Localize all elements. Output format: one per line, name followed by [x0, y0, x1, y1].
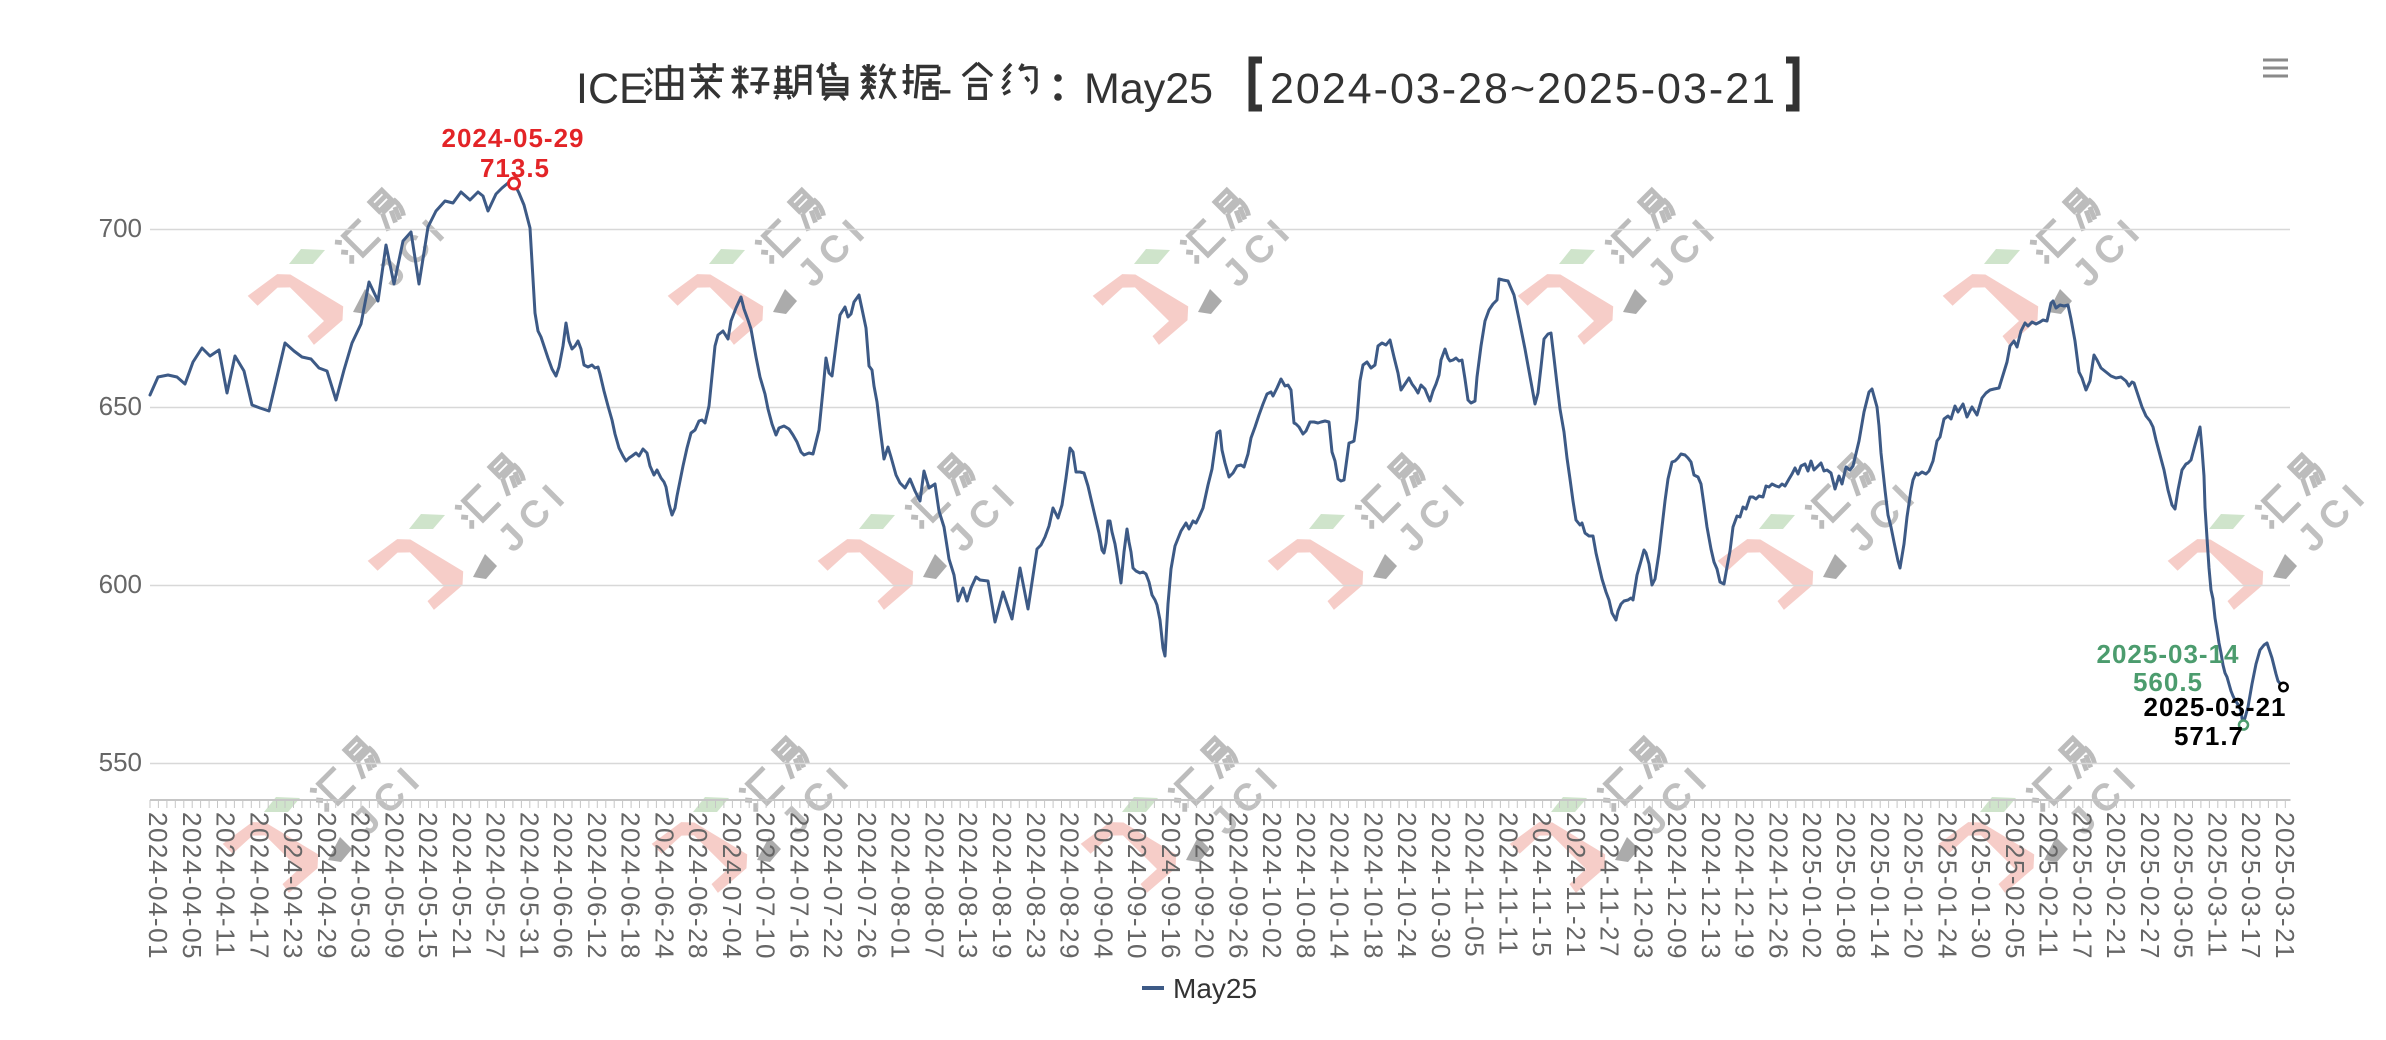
svg-text:2024-12-03: 2024-12-03 — [1628, 812, 1658, 960]
svg-text:2025-01-08: 2025-01-08 — [1831, 812, 1861, 960]
svg-text:2024-06-12: 2024-06-12 — [582, 812, 612, 960]
svg-text:700: 700 — [99, 213, 142, 243]
svg-text:2025-02-17: 2025-02-17 — [2067, 812, 2097, 960]
svg-text:2025-03-14: 2025-03-14 — [2097, 639, 2240, 669]
svg-text:2024-04-17: 2024-04-17 — [244, 812, 274, 960]
svg-text:2024-04-29: 2024-04-29 — [312, 812, 342, 960]
svg-text:-: - — [938, 65, 952, 113]
svg-text:2024-06-24: 2024-06-24 — [649, 812, 679, 960]
svg-text:2024-05-03: 2024-05-03 — [346, 812, 376, 960]
svg-text:2025-01-02: 2025-01-02 — [1797, 812, 1827, 960]
svg-text:2024-03-28~2025-03-21: 2024-03-28~2025-03-21 — [1270, 65, 1777, 113]
svg-text:2025-02-27: 2025-02-27 — [2135, 812, 2165, 960]
svg-text:May25: May25 — [1173, 973, 1257, 1004]
svg-text:May25: May25 — [1084, 65, 1213, 113]
svg-text:2025-02-11: 2025-02-11 — [2034, 812, 2064, 958]
svg-text:2024-10-02: 2024-10-02 — [1257, 812, 1287, 960]
svg-text:560.5: 560.5 — [2133, 667, 2203, 697]
svg-text:2024-11-15: 2024-11-15 — [1527, 812, 1557, 958]
svg-text:2024-11-11: 2024-11-11 — [1493, 812, 1523, 956]
svg-text:2025-02-05: 2025-02-05 — [2000, 812, 2030, 960]
svg-text:2024-09-10: 2024-09-10 — [1122, 812, 1152, 960]
svg-text:2024-04-05: 2024-04-05 — [177, 812, 207, 960]
svg-text:2024-05-15: 2024-05-15 — [413, 812, 443, 960]
svg-text:2024-08-13: 2024-08-13 — [953, 812, 983, 960]
svg-text:2025-03-17: 2025-03-17 — [2236, 812, 2266, 960]
svg-text:2024-12-26: 2024-12-26 — [1764, 812, 1794, 960]
svg-text:550: 550 — [99, 747, 142, 777]
svg-text:2024-09-20: 2024-09-20 — [1190, 812, 1220, 960]
svg-text:2024-10-18: 2024-10-18 — [1358, 812, 1388, 960]
svg-text:2024-11-27: 2024-11-27 — [1595, 812, 1625, 958]
svg-text:2024-04-11: 2024-04-11 — [211, 812, 241, 958]
svg-text:2024-08-07: 2024-08-07 — [920, 812, 950, 960]
svg-text:2025-03-21: 2025-03-21 — [2270, 812, 2300, 960]
svg-text:2024-04-01: 2024-04-01 — [143, 812, 173, 960]
svg-text:2025-01-30: 2025-01-30 — [1966, 812, 1996, 960]
svg-text:2024-05-31: 2024-05-31 — [514, 812, 544, 960]
svg-text:2024-09-16: 2024-09-16 — [1156, 812, 1186, 960]
svg-text:713.5: 713.5 — [480, 153, 550, 183]
svg-text:2024-10-08: 2024-10-08 — [1291, 812, 1321, 960]
svg-text:2024-06-18: 2024-06-18 — [616, 812, 646, 960]
svg-text:2025-01-14: 2025-01-14 — [1865, 812, 1895, 960]
svg-text:2024-08-29: 2024-08-29 — [1055, 812, 1085, 960]
svg-text:571.7: 571.7 — [2174, 721, 2244, 751]
svg-text:2024-07-22: 2024-07-22 — [818, 812, 848, 960]
svg-text:ICE: ICE — [576, 65, 648, 113]
svg-text:2024-11-21: 2024-11-21 — [1561, 812, 1591, 958]
svg-text:2024-07-04: 2024-07-04 — [717, 812, 747, 960]
svg-text:2024-04-23: 2024-04-23 — [278, 812, 308, 960]
svg-text:600: 600 — [99, 569, 142, 599]
svg-text:2024-06-28: 2024-06-28 — [683, 812, 713, 960]
svg-text:2024-08-01: 2024-08-01 — [886, 812, 916, 960]
svg-text:2024-05-29: 2024-05-29 — [442, 123, 585, 153]
svg-text:2024-12-09: 2024-12-09 — [1662, 812, 1692, 960]
svg-text:2024-05-09: 2024-05-09 — [379, 812, 409, 960]
svg-text:2024-08-19: 2024-08-19 — [987, 812, 1017, 960]
svg-text:2025-03-21: 2025-03-21 — [2144, 692, 2287, 722]
svg-text:2024-05-21: 2024-05-21 — [447, 812, 477, 960]
svg-text:2024-09-26: 2024-09-26 — [1223, 812, 1253, 960]
svg-text:2024-10-14: 2024-10-14 — [1325, 812, 1355, 960]
svg-text:2025-03-05: 2025-03-05 — [2169, 812, 2199, 960]
svg-text:2024-10-30: 2024-10-30 — [1426, 812, 1456, 960]
svg-text:2024-07-16: 2024-07-16 — [784, 812, 814, 960]
svg-text:2024-07-26: 2024-07-26 — [852, 812, 882, 960]
svg-text:2024-05-27: 2024-05-27 — [481, 812, 511, 960]
svg-text:2025-02-21: 2025-02-21 — [2101, 812, 2131, 960]
svg-text:2024-12-19: 2024-12-19 — [1730, 812, 1760, 960]
svg-text:2025-03-11: 2025-03-11 — [2202, 812, 2232, 958]
svg-text:650: 650 — [99, 391, 142, 421]
svg-text:2025-01-24: 2025-01-24 — [1932, 812, 1962, 960]
svg-text:2024-10-24: 2024-10-24 — [1392, 812, 1422, 960]
svg-text:2024-09-04: 2024-09-04 — [1088, 812, 1118, 960]
svg-text:2025-01-20: 2025-01-20 — [1899, 812, 1929, 960]
svg-text:2024-11-05: 2024-11-05 — [1460, 812, 1490, 958]
svg-text:2024-07-10: 2024-07-10 — [751, 812, 781, 960]
svg-text:2024-08-23: 2024-08-23 — [1021, 812, 1051, 960]
svg-text:2024-06-06: 2024-06-06 — [548, 812, 578, 960]
svg-text:2024-12-13: 2024-12-13 — [1696, 812, 1726, 960]
